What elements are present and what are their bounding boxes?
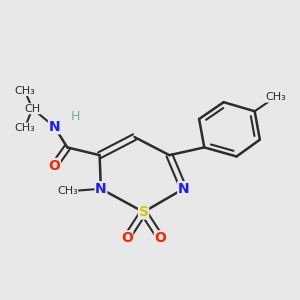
Text: CH₃: CH₃ xyxy=(14,123,35,133)
Text: H: H xyxy=(70,110,80,123)
Text: CH: CH xyxy=(24,103,40,114)
Text: N: N xyxy=(49,120,60,134)
Text: O: O xyxy=(154,231,166,245)
Text: O: O xyxy=(48,158,60,172)
Text: CH₃: CH₃ xyxy=(265,92,286,102)
Text: CH₃: CH₃ xyxy=(57,186,78,197)
Text: N: N xyxy=(178,182,189,196)
Text: CH₃: CH₃ xyxy=(14,85,35,96)
Text: N: N xyxy=(95,182,107,196)
Text: O: O xyxy=(121,231,133,245)
Text: S: S xyxy=(139,205,148,219)
